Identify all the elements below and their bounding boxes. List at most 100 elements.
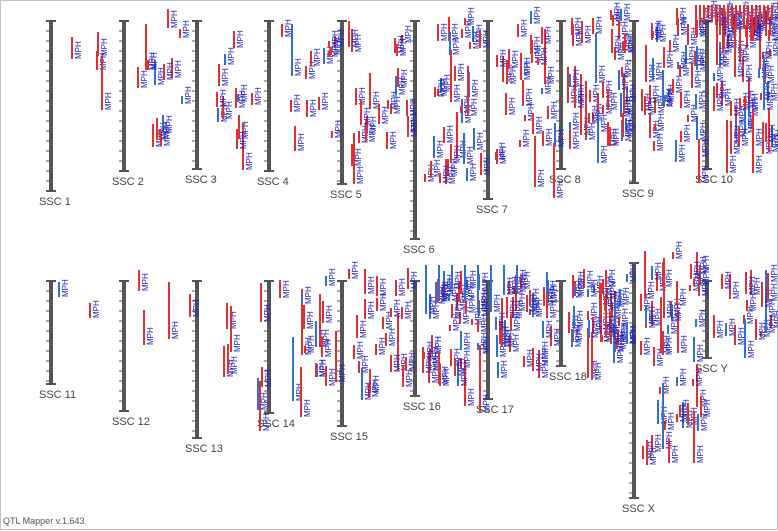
qtl-interval[interactable] [612, 15, 614, 26]
qtl-trait-label[interactable]: MPH [547, 66, 556, 84]
qtl-trait-label[interactable]: MPH [698, 17, 707, 35]
qtl-interval[interactable] [147, 60, 149, 70]
qtl-trait-label[interactable]: MPH [679, 7, 688, 25]
qtl-trait-label[interactable]: MPH [480, 314, 489, 332]
qtl-interval[interactable] [724, 11, 726, 36]
qtl-trait-label[interactable]: MPH [541, 360, 550, 378]
qtl-trait-label[interactable]: MPH [701, 278, 710, 296]
qtl-interval[interactable] [328, 51, 330, 57]
qtl-trait-label[interactable]: MPH [460, 368, 469, 386]
qtl-trait-label[interactable]: MPH [620, 324, 629, 342]
qtl-interval[interactable] [300, 367, 302, 417]
qtl-trait-label[interactable]: MPH [652, 120, 661, 138]
qtl-interval[interactable] [588, 113, 590, 123]
qtl-interval[interactable] [663, 258, 665, 318]
qtl-trait-label[interactable]: MPH [480, 292, 489, 310]
qtl-interval[interactable] [448, 294, 450, 301]
qtl-trait-label[interactable]: MPH [742, 44, 751, 62]
qtl-trait-label[interactable]: MPH [688, 46, 697, 64]
qtl-interval[interactable] [323, 48, 325, 64]
qtl-interval[interactable] [645, 45, 647, 82]
qtl-interval[interactable] [236, 129, 238, 149]
qtl-trait-label[interactable]: MPH [438, 286, 447, 304]
qtl-trait-label[interactable]: MPH [655, 20, 664, 38]
qtl-interval[interactable] [466, 168, 468, 181]
qtl-interval[interactable] [640, 294, 642, 311]
qtl-interval[interactable] [397, 313, 399, 371]
qtl-trait-label[interactable]: MPH [586, 270, 595, 288]
qtl-trait-label[interactable]: MPH [738, 11, 747, 29]
qtl-interval[interactable] [679, 65, 681, 76]
qtl-interval[interactable] [523, 356, 525, 367]
qtl-trait-label[interactable]: MPH [304, 337, 313, 355]
qtl-interval[interactable] [656, 272, 658, 291]
qtl-interval[interactable] [294, 126, 296, 151]
qtl-trait-label[interactable]: MPH [654, 22, 663, 40]
qtl-interval[interactable] [656, 27, 658, 42]
qtl-trait-label[interactable]: MPH [683, 90, 692, 108]
qtl-trait-label[interactable]: MPH [174, 60, 183, 78]
qtl-trait-label[interactable]: MPH [724, 88, 733, 106]
qtl-trait-label[interactable]: MPH [453, 348, 462, 366]
qtl-trait-label[interactable]: MPH [499, 146, 508, 164]
qtl-interval[interactable] [456, 112, 458, 158]
qtl-trait-label[interactable]: MPH [666, 300, 675, 318]
qtl-trait-label[interactable]: MPH [436, 140, 445, 158]
qtl-interval[interactable] [653, 141, 655, 151]
qtl-interval[interactable] [364, 299, 366, 319]
qtl-interval[interactable] [101, 56, 103, 110]
qtl-interval[interactable] [699, 5, 701, 25]
qtl-interval[interactable] [407, 268, 409, 289]
qtl-trait-label[interactable]: MPH [749, 293, 758, 311]
qtl-trait-label[interactable]: MPH [74, 41, 83, 59]
qtl-interval[interactable] [595, 33, 597, 83]
qtl-trait-label[interactable]: MPH [614, 35, 623, 53]
qtl-interval[interactable] [450, 144, 452, 163]
qtl-trait-label[interactable]: MPH [667, 412, 676, 430]
qtl-interval[interactable] [675, 140, 677, 162]
qtl-interval[interactable] [624, 34, 626, 53]
qtl-trait-label[interactable]: MPH [294, 58, 303, 76]
qtl-interval[interactable] [763, 57, 765, 110]
qtl-trait-label[interactable]: MPH [534, 45, 543, 63]
qtl-trait-label[interactable]: MPH [523, 271, 532, 289]
qtl-interval[interactable] [742, 57, 744, 82]
qtl-interval[interactable] [553, 143, 555, 198]
qtl-interval[interactable] [530, 11, 532, 24]
qtl-interval[interactable] [460, 106, 462, 113]
qtl-trait-label[interactable]: MPH [441, 283, 450, 301]
qtl-interval[interactable] [438, 352, 440, 384]
qtl-trait-label[interactable]: MPH [481, 289, 490, 307]
qtl-trait-label[interactable]: MPH [696, 344, 705, 362]
qtl-trait-label[interactable]: MPH [670, 316, 679, 334]
qtl-interval[interactable] [477, 265, 479, 310]
qtl-trait-label[interactable]: MPH [765, 41, 774, 59]
qtl-interval[interactable] [159, 129, 161, 139]
qtl-interval[interactable] [569, 122, 571, 130]
qtl-interval[interactable] [769, 49, 771, 56]
qtl-trait-label[interactable]: MPH [338, 364, 347, 382]
qtl-interval[interactable] [520, 69, 522, 80]
qtl-trait-label[interactable]: MPH [763, 82, 772, 100]
qtl-trait-label[interactable]: MPH [706, 5, 715, 23]
qtl-interval[interactable] [734, 14, 736, 77]
qtl-interval[interactable] [447, 159, 449, 176]
qtl-trait-label[interactable]: MPH [463, 350, 472, 368]
qtl-interval[interactable] [477, 343, 479, 350]
qtl-interval[interactable] [618, 70, 620, 90]
qtl-trait-label[interactable]: MPH [665, 269, 674, 287]
qtl-interval[interactable] [145, 24, 147, 70]
qtl-trait-label[interactable]: MPH [457, 63, 466, 81]
qtl-interval[interactable] [707, 5, 709, 18]
qtl-trait-label[interactable]: MPH [571, 315, 580, 333]
qtl-interval[interactable] [330, 47, 332, 55]
qtl-trait-label[interactable]: MPH [623, 99, 632, 117]
qtl-interval[interactable] [368, 384, 370, 397]
qtl-interval[interactable] [189, 294, 191, 317]
qtl-interval[interactable] [510, 314, 512, 331]
qtl-interval[interactable] [625, 118, 627, 131]
qtl-trait-label[interactable]: MPH [755, 128, 764, 146]
qtl-interval[interactable] [587, 289, 589, 297]
qtl-interval[interactable] [572, 275, 574, 298]
qtl-trait-label[interactable]: MPH [506, 277, 515, 295]
